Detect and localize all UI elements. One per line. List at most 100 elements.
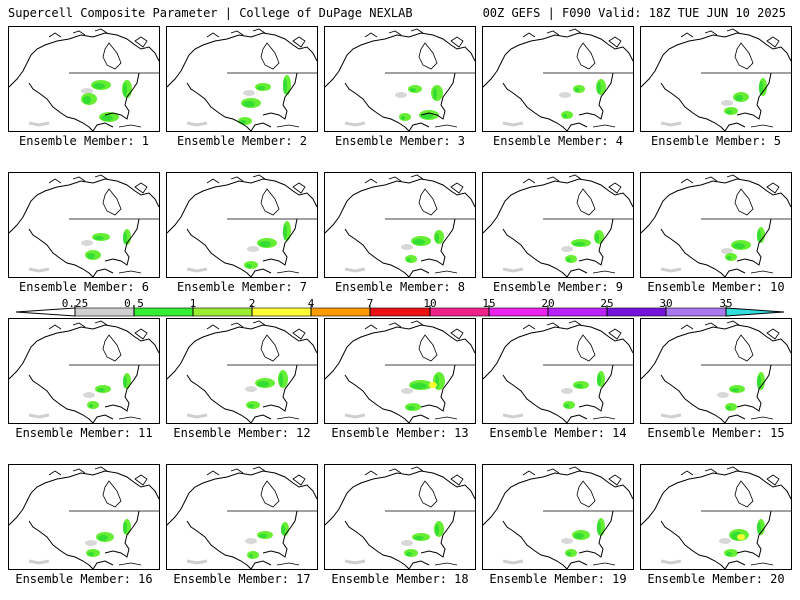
scp-contour (726, 552, 732, 556)
colorbar-segment (192, 307, 253, 317)
scp-contour (597, 521, 601, 535)
ensemble-member-label: Ensemble Member: 14 (489, 426, 627, 440)
north-america-map (325, 466, 475, 569)
ensemble-member-map (482, 464, 634, 570)
scp-contour (123, 376, 127, 388)
ensemble-member-map (482, 26, 634, 132)
scp-contour (413, 239, 425, 245)
scp-contour (405, 255, 417, 263)
ensemble-member-map (482, 318, 634, 424)
scp-contour (401, 540, 413, 546)
scp-contour (411, 383, 427, 389)
scp-contour (283, 78, 287, 94)
scp-contour (561, 111, 573, 119)
scp-contour (247, 551, 259, 559)
colorbar-tick-label: 20 (541, 297, 555, 310)
ensemble-member-map (640, 26, 792, 132)
ensemble-member-label: Ensemble Member: 13 (331, 426, 469, 440)
scp-contour (573, 85, 585, 93)
scp-contour (733, 243, 745, 249)
colorbar-segment (251, 307, 312, 317)
ensemble-member-map (324, 318, 476, 424)
scp-contour (88, 552, 94, 556)
scp-contour (575, 88, 579, 92)
scp-contour (435, 524, 439, 536)
color-scale-bar (0, 296, 800, 326)
scp-contour (246, 264, 252, 268)
north-america-map (325, 174, 475, 277)
scp-contour (721, 100, 733, 106)
ensemble-member-map (8, 318, 160, 424)
scp-contour (283, 224, 287, 240)
scp-contour (735, 95, 743, 101)
colorbar-tick-label: 10 (423, 297, 437, 310)
scp-contour (407, 258, 411, 262)
ensemble-member-label: Ensemble Member: 8 (334, 280, 466, 294)
scp-contour (259, 534, 267, 538)
scp-contour (85, 540, 97, 546)
scp-contour (410, 88, 416, 92)
scp-contour (399, 113, 411, 121)
ensemble-member-map (8, 26, 160, 132)
ensemble-member-label: Ensemble Member: 15 (647, 426, 785, 440)
scp-contour (123, 232, 127, 244)
scp-contour (595, 233, 599, 243)
map-title: Supercell Composite Parameter | College … (8, 6, 413, 20)
scp-contour (757, 230, 761, 242)
scp-contour (725, 253, 737, 261)
scp-contour (101, 115, 113, 121)
colorbar-tick-label: 15 (482, 297, 496, 310)
scp-contour (243, 90, 255, 96)
scp-contour (725, 403, 737, 411)
scp-contour (575, 384, 583, 388)
scp-contour (597, 82, 601, 94)
colorbar-tick-label: 0.5 (124, 297, 144, 310)
ensemble-member-label: Ensemble Member: 1 (18, 134, 150, 148)
scp-contour (401, 116, 405, 120)
ensemble-member-map (640, 172, 792, 278)
ensemble-member-map (8, 172, 160, 278)
scp-contour (431, 85, 443, 101)
north-america-map (641, 466, 791, 569)
colorbar-tick-label: 7 (366, 297, 374, 310)
ensemble-member-map (640, 464, 792, 570)
ensemble-member-label: Ensemble Member: 18 (331, 572, 469, 586)
ensemble-member-label: Ensemble Member: 20 (647, 572, 785, 586)
scp-contour (719, 538, 731, 544)
colorbar-segment (369, 307, 431, 317)
colorbar-segment (665, 307, 727, 317)
north-america-map (9, 466, 159, 569)
scp-contour (401, 388, 413, 394)
colorbar-tick-label: 4 (307, 297, 315, 310)
colorbar-tick-label: 1 (189, 297, 197, 310)
scp-contour (433, 88, 437, 100)
scp-contour (567, 552, 571, 556)
scp-contour (259, 241, 271, 247)
colorbar-tick-label: 0.25 (61, 297, 89, 310)
scp-contour (123, 83, 127, 97)
ensemble-member-map (166, 172, 318, 278)
scp-contour (757, 522, 761, 534)
scp-contour (563, 401, 575, 409)
scp-contour (414, 536, 424, 540)
scp-contour (757, 375, 761, 389)
scp-contour (597, 374, 601, 386)
north-america-map (167, 466, 317, 569)
ensemble-member-label: Ensemble Member: 19 (489, 572, 627, 586)
scp-contour (97, 388, 105, 392)
scp-contour (565, 404, 569, 408)
ensemble-member-map (166, 26, 318, 132)
ensemble-member-map (166, 464, 318, 570)
colorbar-tick-label: 2 (248, 297, 256, 310)
ensemble-member-label: Ensemble Member: 7 (176, 280, 308, 294)
scp-contour (249, 554, 253, 558)
ensemble-member-label: Ensemble Member: 16 (15, 572, 153, 586)
scp-contour (279, 373, 283, 387)
scp-contour (257, 381, 269, 387)
scp-contour (401, 244, 413, 250)
north-america-map (483, 28, 633, 131)
colorbar-segment (429, 307, 490, 317)
north-america-map (167, 28, 317, 131)
scp-contour (721, 248, 733, 254)
north-america-map (325, 320, 475, 423)
